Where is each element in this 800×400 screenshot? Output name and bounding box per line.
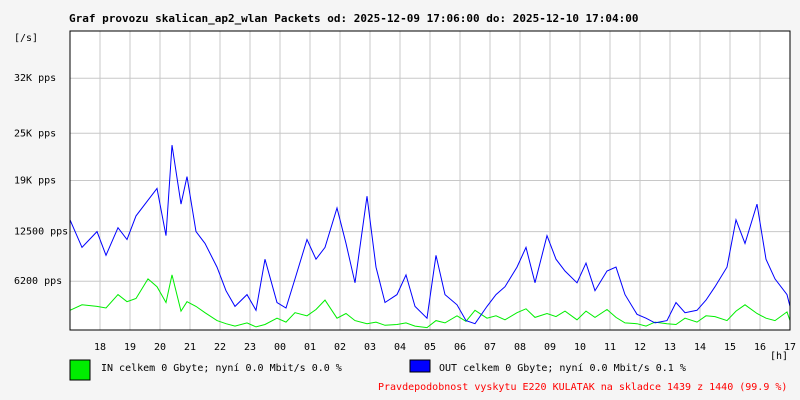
x-tick-label: 21 — [184, 342, 196, 353]
grid — [70, 31, 791, 330]
x-tick-label: 20 — [154, 342, 166, 353]
legend-out-swatch — [409, 359, 431, 373]
x-tick-label: 06 — [454, 342, 466, 353]
y-axis-ticks: 6200 pps 12500 pps 19K pps 25K pps 32K pps — [14, 73, 68, 287]
y-tick-label: 6200 pps — [14, 276, 62, 287]
x-tick-label: 12 — [634, 342, 646, 353]
x-axis-unit-label: [h] — [770, 351, 788, 362]
x-tick-label: 11 — [604, 342, 616, 353]
legend-in-swatch — [69, 359, 91, 381]
x-tick-label: 09 — [544, 342, 556, 353]
x-tick-label: 03 — [364, 342, 376, 353]
x-tick-label: 02 — [334, 342, 346, 353]
x-tick-label: 22 — [214, 342, 226, 353]
x-tick-label: 10 — [574, 342, 586, 353]
footer-note: Pravdepodobnost vyskytu E220 KULATAK na … — [378, 382, 787, 393]
x-tick-label: 04 — [394, 342, 406, 353]
x-tick-label: 07 — [484, 342, 496, 353]
y-tick-label: 19K pps — [14, 176, 56, 187]
chart-title: Graf provozu skalican_ap2_wlan Packets o… — [69, 12, 639, 25]
series-group — [69, 145, 791, 329]
x-tick-label: 17 — [784, 342, 796, 353]
x-tick-label: 00 — [274, 342, 286, 353]
series-in-line — [69, 274, 791, 329]
y-tick-label: 25K pps — [14, 128, 56, 139]
legend-in-label: IN celkem 0 Gbyte; nyní 0.0 Mbit/s 0.0 % — [101, 362, 342, 374]
legend-out-label: OUT celkem 0 Gbyte; nyní 0.0 Mbit/s 0.1 … — [439, 362, 686, 374]
x-tick-label: 05 — [424, 342, 436, 353]
plot-border — [69, 30, 791, 331]
x-tick-label: 16 — [754, 342, 766, 353]
x-tick-label: 19 — [124, 342, 136, 353]
x-tick-label: 08 — [514, 342, 526, 353]
y-axis-unit-label: [/s] — [14, 33, 38, 44]
x-tick-label: 23 — [244, 342, 256, 353]
x-axis-ticks: 18 19 20 21 22 23 00 01 02 03 04 05 06 07 08 09 10 11 12 13… — [94, 342, 796, 353]
series-out-line — [69, 145, 791, 325]
x-tick-label: 15 — [724, 342, 736, 353]
x-tick-label: 14 — [694, 342, 706, 353]
x-tick-label: 18 — [94, 342, 106, 353]
x-tick-label: 13 — [664, 342, 676, 353]
y-tick-label: 32K pps — [14, 73, 56, 84]
x-tick-label: 01 — [304, 342, 316, 353]
y-tick-label: 12500 pps — [14, 227, 68, 238]
